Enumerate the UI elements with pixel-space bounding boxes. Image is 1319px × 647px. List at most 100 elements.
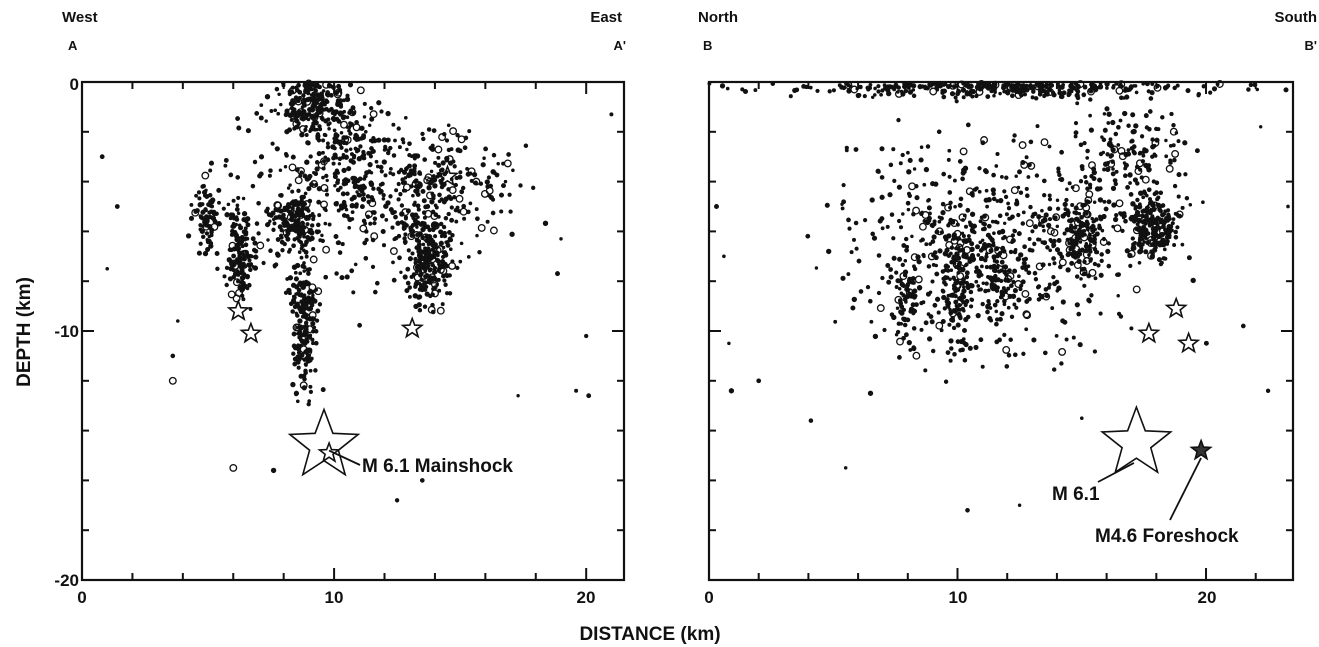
hypocenter-point	[297, 238, 302, 243]
hypocenter-point	[422, 215, 427, 220]
hypocenter-point	[931, 234, 937, 240]
hypocenter-point	[1115, 272, 1120, 277]
hypocenter-point	[375, 280, 380, 286]
hypocenter-point	[315, 132, 321, 137]
hypocenter-point	[239, 271, 245, 276]
annotation-leader-line	[1097, 462, 1135, 483]
hypocenter-point	[292, 295, 297, 300]
hypocenter-point	[1128, 192, 1134, 197]
hypocenter-point	[258, 115, 264, 121]
hypocenter-point	[198, 223, 203, 228]
hypocenter-point	[379, 169, 384, 174]
hypocenter-point	[1140, 209, 1145, 214]
hypocenter-point	[385, 110, 391, 117]
hypocenter-point	[969, 228, 974, 232]
hypocenter-point	[923, 320, 929, 326]
hypocenter-point	[1054, 247, 1061, 253]
hypocenter-point	[309, 127, 314, 132]
hypocenter-point	[559, 237, 563, 241]
hypocenter-point	[1081, 271, 1087, 277]
hypocenter-point	[1022, 310, 1031, 319]
hypocenter-point	[311, 297, 316, 302]
hypocenter-point	[1037, 222, 1042, 227]
hypocenter-point	[229, 247, 234, 253]
hypocenter-point	[980, 238, 985, 243]
hypocenter-point	[296, 287, 302, 293]
hypocenter-point	[342, 178, 347, 184]
hypocenter-point	[1088, 268, 1097, 277]
hypocenter-point	[358, 144, 363, 149]
hypocenter-point	[1156, 127, 1161, 132]
hypocenter-point	[335, 187, 341, 193]
hypocenter-point	[1006, 201, 1010, 206]
hypocenter-point	[354, 202, 359, 207]
hypocenter-point	[1002, 345, 1011, 354]
hypocenter-point	[987, 275, 994, 281]
hypocenter-point	[253, 248, 259, 254]
hypocenter-point	[994, 288, 1000, 293]
hypocenter-point	[297, 282, 302, 287]
hypocenter-point	[923, 85, 928, 90]
hypocenter-point	[1148, 96, 1154, 101]
hypocenter-point	[356, 192, 362, 198]
hypocenter-point	[1098, 151, 1104, 157]
hypocenter-point	[401, 226, 407, 231]
hypocenter-point	[940, 201, 946, 207]
hypocenter-point	[1011, 85, 1016, 90]
hypocenter-point	[1137, 151, 1142, 156]
hypocenter-point	[1172, 183, 1178, 189]
hypocenter-point	[1170, 221, 1175, 226]
hypocenter-point	[303, 368, 308, 374]
hypocenter-point	[300, 116, 306, 122]
hypocenter-point	[314, 160, 320, 165]
hypocenter-point	[431, 228, 436, 233]
hypocenter-point	[222, 274, 227, 279]
hypocenter-point	[211, 211, 217, 217]
hypocenter-point	[831, 88, 837, 93]
hypocenter-point	[1094, 231, 1100, 237]
hypocenter-point	[338, 185, 343, 190]
hypocenter-point	[879, 146, 885, 152]
hypocenter-point	[422, 287, 428, 292]
hypocenter-point	[956, 263, 962, 268]
hypocenter-point	[992, 302, 998, 308]
hypocenter-point	[421, 210, 427, 215]
hypocenter-point	[315, 107, 320, 113]
hypocenter-point	[1152, 247, 1157, 252]
hypocenter-point	[209, 204, 215, 209]
hypocenter-point	[1201, 84, 1206, 89]
hypocenter-point	[937, 219, 942, 224]
hypocenter-point	[1030, 95, 1035, 100]
hypocenter-point	[230, 212, 236, 218]
hypocenter-point	[1083, 174, 1088, 179]
hypocenter-point	[303, 127, 308, 132]
hypocenter-point	[435, 258, 441, 264]
hypocenter-point	[355, 149, 359, 154]
hypocenter-point	[879, 92, 883, 97]
hypocenter-point	[1020, 279, 1026, 285]
hypocenter-point	[432, 266, 437, 271]
hypocenter-point	[306, 91, 311, 96]
hypocenter-point	[379, 213, 385, 219]
hypocenter-point	[1042, 350, 1048, 356]
hypocenter-point	[196, 190, 202, 195]
hypocenter-point	[1088, 127, 1095, 133]
hypocenter-point	[917, 83, 923, 90]
hypocenter-point	[932, 302, 938, 308]
hypocenter-point	[897, 355, 902, 360]
hypocenter-point	[1008, 249, 1014, 255]
panel-a-ytick-20: -20	[54, 571, 79, 590]
hypocenter-point	[441, 273, 446, 279]
hypocenter-point	[215, 266, 220, 272]
hypocenter-point	[428, 253, 434, 259]
hypocenter-point	[1130, 129, 1136, 135]
hypocenter-point	[496, 161, 500, 166]
hypocenter-point	[1180, 242, 1185, 247]
hypocenter-point	[337, 139, 343, 145]
hypocenter-point	[458, 170, 463, 175]
hypocenter-point	[442, 278, 447, 283]
hypocenter-point	[1016, 231, 1022, 237]
hypocenter-point	[727, 341, 731, 346]
plot-frame	[707, 80, 1295, 582]
hypocenter-point	[722, 254, 726, 259]
